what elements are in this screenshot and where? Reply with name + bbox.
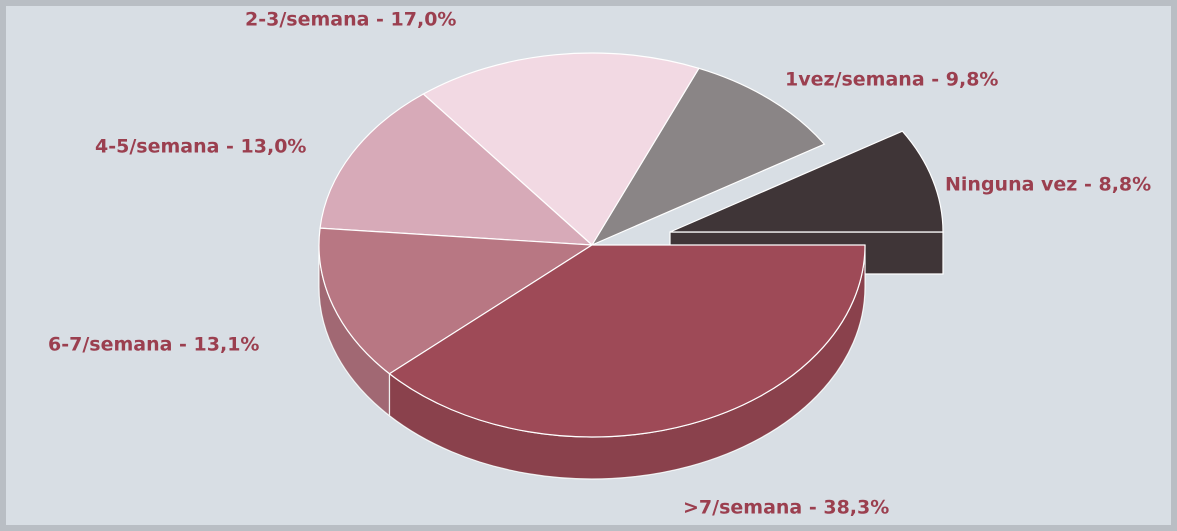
slice bbox=[319, 93, 594, 246]
slice bbox=[318, 227, 594, 375]
slice bbox=[422, 52, 700, 246]
slice bbox=[669, 130, 944, 233]
slice-label: 6-7/semana - 13,1% bbox=[48, 334, 259, 356]
slice bbox=[590, 67, 826, 247]
slice-side-shade bbox=[319, 245, 390, 416]
slice-label: >7/semana - 38,3% bbox=[683, 497, 889, 519]
slice-label: 4-5/semana - 13,0% bbox=[95, 136, 306, 158]
slice-side-shade bbox=[389, 245, 865, 479]
slice-label: Ninguna vez - 8,8% bbox=[945, 174, 1151, 196]
slice-label: 1vez/semana - 9,8% bbox=[785, 69, 998, 91]
slice-label: 2-3/semana - 17,0% bbox=[245, 9, 456, 31]
slice bbox=[388, 244, 866, 438]
